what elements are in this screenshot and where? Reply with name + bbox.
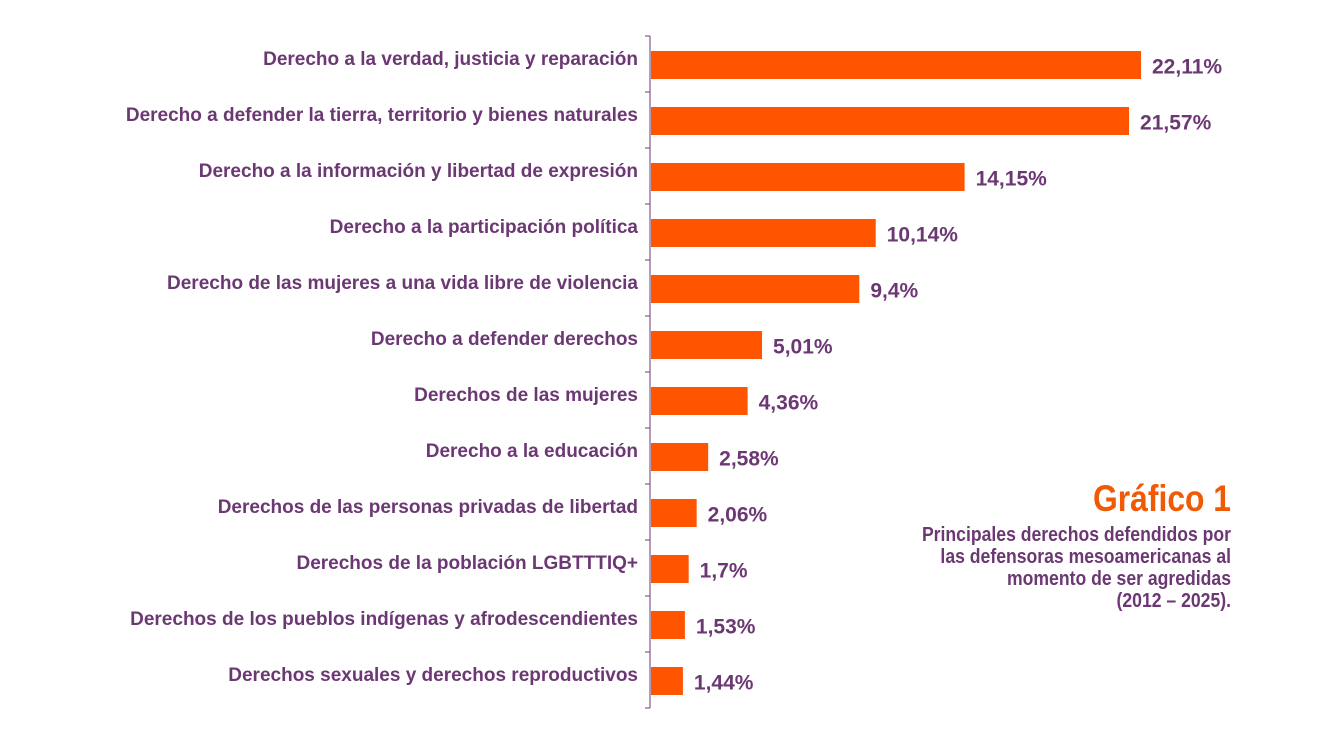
value-label: 1,44% — [694, 672, 754, 695]
bar — [651, 107, 1130, 135]
chart-subtitle-line: (2012 – 2025). — [1116, 590, 1231, 612]
chart-title: Gráfico 1 — [1093, 478, 1231, 519]
category-label: Derechos de la población LGBTTTIQ+ — [296, 553, 638, 574]
category-label: Derechos de las personas privadas de lib… — [218, 497, 638, 518]
bar — [651, 219, 876, 247]
category-label: Derechos de los pueblos indígenas y afro… — [130, 609, 638, 630]
bar — [651, 163, 965, 191]
bar — [651, 331, 763, 359]
category-label: Derechos sexuales y derechos reproductiv… — [228, 665, 638, 686]
value-label: 10,14% — [887, 224, 959, 247]
category-label: Derecho de las mujeres a una vida libre … — [167, 273, 638, 294]
category-label: Derecho a la educación — [426, 441, 638, 462]
category-label: Derecho a defender la tierra, territorio… — [126, 105, 638, 126]
bar — [651, 443, 709, 471]
bar — [651, 555, 689, 583]
chart-subtitle: Principales derechos defendidos por las … — [861, 524, 1231, 612]
category-labels: Derecho a la verdad, justicia y reparaci… — [126, 49, 639, 686]
bar — [651, 387, 748, 415]
value-label: 4,36% — [759, 392, 819, 415]
bar — [651, 499, 697, 527]
value-label: 2,58% — [719, 448, 779, 471]
value-label: 5,01% — [773, 336, 833, 359]
bar — [651, 611, 685, 639]
category-label: Derecho a la verdad, justicia y reparaci… — [263, 49, 638, 70]
bars — [651, 51, 1141, 695]
value-label: 2,06% — [708, 504, 768, 527]
chart-caption: Gráfico 1 Principales derechos defendido… — [811, 476, 1231, 612]
chart-subtitle-line: Principales derechos defendidos por — [921, 524, 1231, 546]
value-label: 22,11% — [1152, 56, 1222, 79]
bar — [651, 275, 860, 303]
bar — [651, 667, 683, 695]
y-axis — [645, 35, 651, 709]
bar — [651, 51, 1141, 79]
value-label: 9,4% — [870, 280, 918, 303]
category-label: Derecho a defender derechos — [371, 329, 638, 350]
value-label: 14,15% — [976, 168, 1048, 191]
category-label: Derechos de las mujeres — [414, 385, 638, 406]
chart-subtitle-line: las defensoras mesoamericanas al — [940, 546, 1231, 568]
value-label: 1,53% — [696, 616, 756, 639]
category-label: Derecho a la información y libertad de e… — [199, 161, 638, 182]
value-label: 1,7% — [700, 560, 748, 583]
value-labels: 22,11% 21,57% 14,15% 10,14% 9,4% 5,01% 4,36% 2,… — [694, 56, 1222, 695]
category-label: Derecho a la participación política — [330, 217, 639, 238]
value-label: 21,57% — [1140, 112, 1212, 135]
chart-subtitle-line: momento de ser agredidas — [1007, 568, 1231, 590]
